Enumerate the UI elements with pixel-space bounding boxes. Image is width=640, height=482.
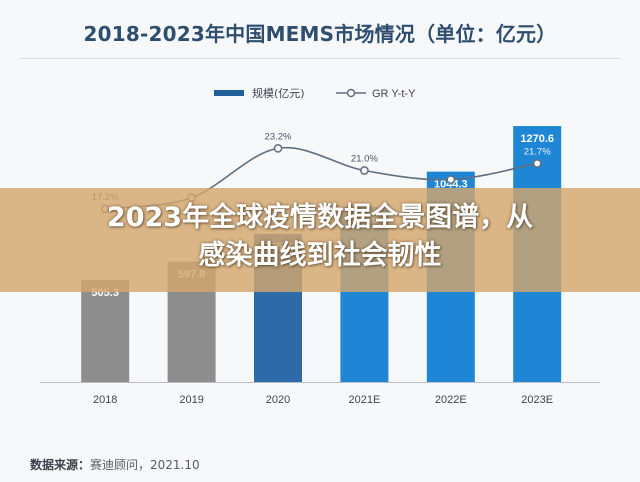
bar-value-label: 1270.6 <box>520 133 554 145</box>
title-divider <box>20 58 620 59</box>
overlay-headline: 2023年全球疫情数据全景图谱，从 感染曲线到社会韧性 <box>0 199 640 275</box>
growth-rate-point <box>446 175 456 184</box>
overlay-banner <box>0 188 640 292</box>
growth-rate-label: 23.2% <box>265 131 292 142</box>
x-tick-label: 2021E <box>348 394 380 406</box>
legend-bar-swatch <box>214 90 244 96</box>
growth-rate-point <box>360 166 369 175</box>
legend-line-label: GR Y-t-Y <box>372 88 416 100</box>
overlay-headline-line2: 感染曲线到社会韧性 <box>198 240 442 271</box>
bar-value-label: 1044.3 <box>434 179 468 191</box>
x-tick-label: 2019 <box>179 394 203 406</box>
data-source-text: 赛迪顾问，2021.10 <box>90 458 200 472</box>
growth-rate-label: 21.7% <box>524 146 551 157</box>
growth-rate-label: 21.0% <box>351 154 378 165</box>
x-tick-label: 2020 <box>266 394 290 406</box>
x-tick-label: 2023E <box>521 394 553 406</box>
legend-bar-label: 规模(亿元) <box>252 86 305 100</box>
overlay-headline-line1: 2023年全球疫情数据全景图谱，从 <box>106 202 534 233</box>
growth-rate-point <box>273 143 283 153</box>
legend-line-marker <box>346 88 356 98</box>
chart-title: 2018-2023年中国MEMS市场情况（单位：亿元） <box>83 22 557 46</box>
growth-rate-point <box>532 159 542 168</box>
x-tick-label: 2022E <box>435 394 467 406</box>
data-source-label: 数据来源： <box>30 458 91 472</box>
x-tick-label: 2018 <box>93 394 117 406</box>
bar-2018 <box>81 280 130 382</box>
data-source-note: 数据来源：赛迪顾问，2021.10 <box>30 456 200 473</box>
